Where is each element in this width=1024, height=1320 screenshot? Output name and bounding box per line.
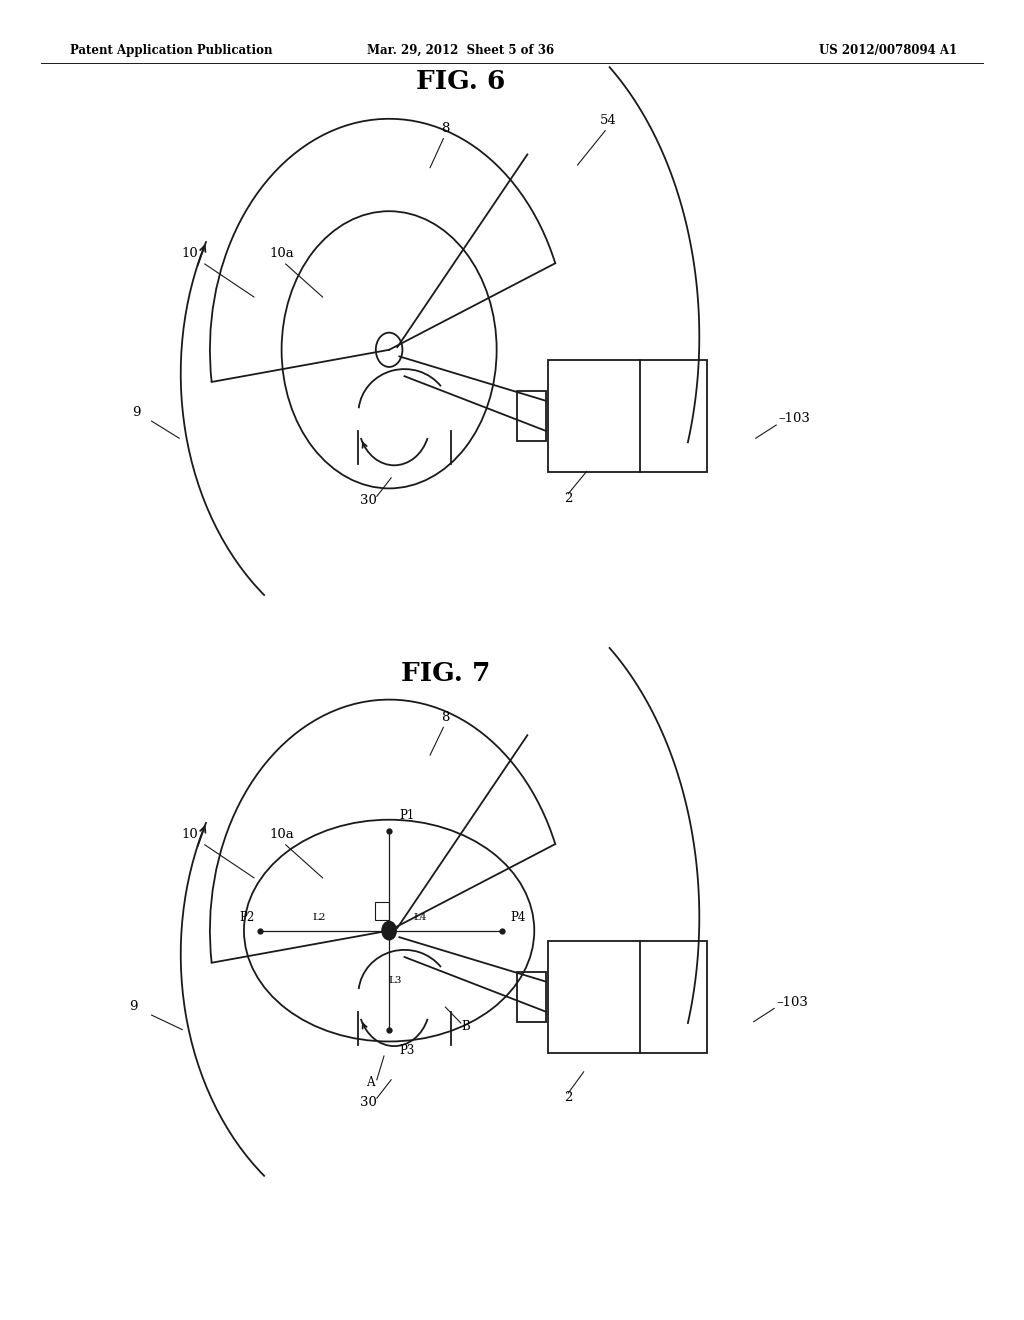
Text: 10a: 10a bbox=[269, 828, 294, 841]
Text: US 2012/0078094 A1: US 2012/0078094 A1 bbox=[819, 44, 957, 57]
Text: Patent Application Publication: Patent Application Publication bbox=[70, 44, 272, 57]
Text: L4: L4 bbox=[413, 913, 427, 923]
Bar bbox=[517, 972, 546, 1022]
Text: Mar. 29, 2012  Sheet 5 of 36: Mar. 29, 2012 Sheet 5 of 36 bbox=[368, 44, 554, 57]
Text: 8: 8 bbox=[441, 121, 450, 135]
Text: B: B bbox=[462, 1019, 470, 1032]
Text: P3: P3 bbox=[399, 1044, 415, 1057]
Text: 9: 9 bbox=[132, 405, 140, 418]
Text: 8: 8 bbox=[441, 710, 450, 723]
Text: P2: P2 bbox=[240, 911, 255, 924]
Text: –103: –103 bbox=[776, 995, 808, 1008]
Text: P4: P4 bbox=[510, 911, 525, 924]
Text: 9: 9 bbox=[129, 999, 137, 1012]
Bar bbox=[548, 940, 707, 1053]
Text: –103: –103 bbox=[778, 412, 810, 425]
Text: 2: 2 bbox=[564, 491, 572, 504]
Text: P1: P1 bbox=[399, 809, 415, 822]
Text: 10: 10 bbox=[181, 828, 198, 841]
Text: 10: 10 bbox=[181, 247, 198, 260]
Text: A: A bbox=[367, 1076, 375, 1089]
Text: 10a: 10a bbox=[269, 247, 294, 260]
Text: 30: 30 bbox=[360, 494, 377, 507]
Bar bbox=[517, 391, 546, 441]
Text: FIG. 7: FIG. 7 bbox=[400, 661, 490, 685]
Circle shape bbox=[382, 921, 396, 940]
Text: FIG. 6: FIG. 6 bbox=[416, 70, 506, 94]
Bar bbox=[375, 902, 389, 920]
Text: L3: L3 bbox=[388, 977, 402, 986]
Text: 30: 30 bbox=[360, 1096, 377, 1109]
Text: 54: 54 bbox=[600, 114, 616, 127]
Text: L2: L2 bbox=[312, 913, 327, 923]
Text: 2: 2 bbox=[564, 1090, 572, 1104]
Bar bbox=[548, 359, 707, 471]
